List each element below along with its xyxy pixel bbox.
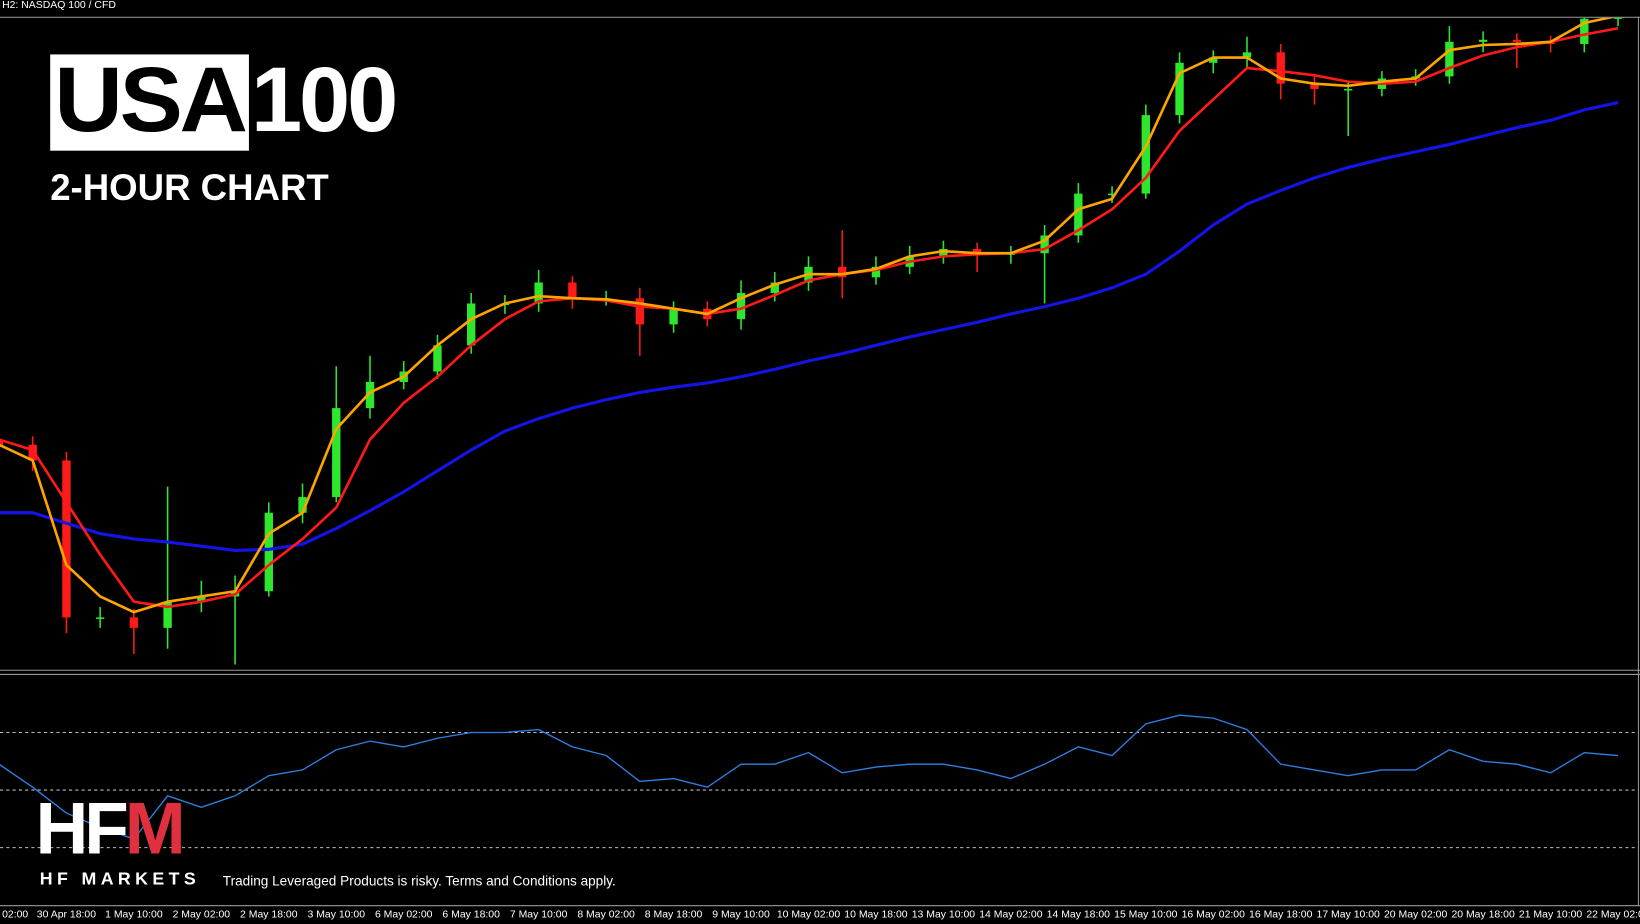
candle-body [298, 497, 307, 513]
candle-body [1613, 17, 1623, 19]
candle-body [0, 439, 4, 445]
candle-body [197, 596, 206, 602]
x-tick-label: 7 May 10:00 [510, 909, 568, 920]
candle-body [1512, 39, 1522, 42]
candle-body [332, 408, 341, 498]
candle-body [1074, 193, 1083, 236]
x-tick-label: 2 May 18:00 [240, 909, 298, 920]
title-boxed: USA [54, 48, 246, 151]
x-tick-label: 17 May 10:00 [1317, 909, 1381, 920]
candle-body [1310, 83, 1319, 89]
x-tick-label: 14 May 02:00 [979, 909, 1043, 920]
x-tick-label: 1 May 10:00 [105, 909, 163, 920]
indicator-panel [0, 714, 1638, 849]
candle-body [1175, 62, 1184, 116]
logo: HFM [36, 787, 182, 869]
candle-body [1242, 52, 1252, 58]
price-panel [0, 17, 1623, 665]
candle-body [467, 303, 476, 346]
candle-body [433, 345, 442, 372]
candle-body [62, 460, 71, 618]
x-tick-label: 8 May 02:00 [577, 909, 635, 920]
x-tick-label: 9 May 10:00 [712, 909, 770, 920]
company-name: HF MARKETS [40, 869, 200, 889]
moving-average [0, 26, 1619, 609]
candle-body [1445, 41, 1454, 77]
candle-body [669, 308, 678, 325]
candle-body [736, 293, 746, 320]
candle-body [365, 381, 375, 409]
candle-body [1141, 115, 1150, 194]
x-tick-label: 16 May 18:00 [1249, 909, 1313, 920]
indicator-line [0, 714, 1619, 840]
title-rest: 100 [251, 48, 395, 151]
moving-average [0, 101, 1619, 552]
x-tick-label: 3 May 10:00 [308, 909, 366, 920]
moving-average [0, 17, 1615, 614]
candle-body [1107, 193, 1117, 196]
title-box [50, 54, 249, 151]
x-tick-label: 10 May 18:00 [844, 909, 908, 920]
candle-body [568, 282, 577, 299]
candle-body [1209, 57, 1218, 63]
x-tick-label: 10 May 02:00 [777, 909, 841, 920]
candle-body [264, 512, 273, 592]
x-tick-label: 02:00 [2, 909, 28, 920]
candle-body [1344, 88, 1353, 91]
x-tick-label: 20 May 02:00 [1384, 909, 1448, 920]
x-tick-label: 6 May 18:00 [442, 909, 500, 920]
candle-body [1040, 235, 1049, 254]
x-tick-label: 15 May 10:00 [1114, 909, 1178, 920]
x-axis: 02:00 30 Apr 18:00 1 May 10:00 2 May 02:00 2… [2, 909, 1640, 920]
candle-body [838, 266, 847, 278]
candle-body [972, 249, 982, 254]
candle-body [635, 298, 645, 325]
x-tick-label: 20 May 18:00 [1451, 909, 1515, 920]
disclaimer: Trading Leveraged Products is risky. Ter… [223, 874, 616, 889]
x-tick-label: 8 May 18:00 [645, 909, 703, 920]
x-tick-label: 13 May 10:00 [912, 909, 976, 920]
x-tick-label: 2 May 02:00 [173, 909, 231, 920]
x-tick-label: 21 May 10:00 [1519, 909, 1583, 920]
candle-body [129, 617, 139, 628]
candle-body [1580, 18, 1589, 44]
subtitle: 2-HOUR CHART [50, 167, 329, 208]
candle-body [95, 617, 105, 619]
x-tick-label: 16 May 02:00 [1182, 909, 1246, 920]
candle-body [163, 601, 172, 628]
candle-body [871, 266, 881, 278]
candle-body [1276, 52, 1285, 84]
candle-body [770, 282, 779, 294]
candle-body [28, 444, 37, 461]
candle-body [534, 282, 543, 304]
candle-body [939, 249, 948, 257]
x-tick-label: 22 May 02:00 [1586, 909, 1640, 920]
x-tick-label: 30 Apr 18:00 [37, 909, 96, 920]
symbol-info: H2: NASDAQ 100 / CFD [2, 0, 116, 11]
candle-body [1478, 39, 1488, 42]
x-tick-label: 6 May 02:00 [375, 909, 433, 920]
x-tick-label: 14 May 18:00 [1047, 909, 1111, 920]
